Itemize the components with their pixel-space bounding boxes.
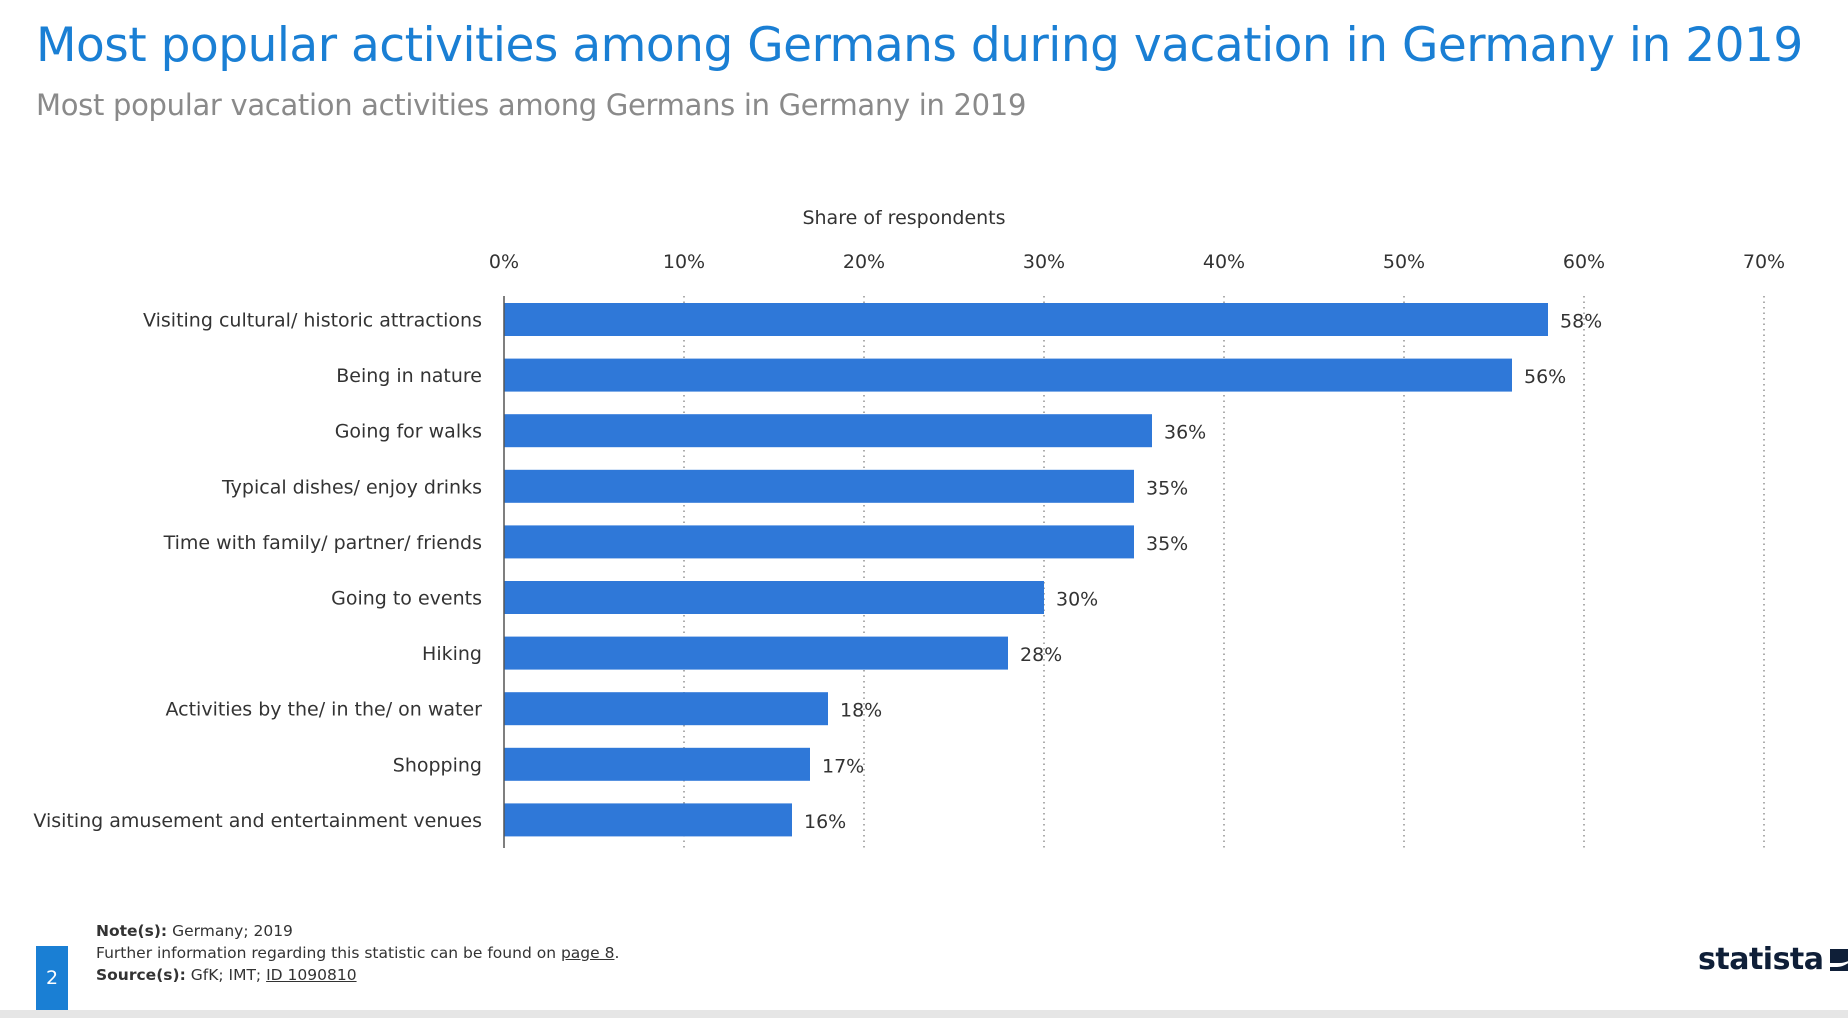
x-tick-label: 60% — [1563, 251, 1605, 273]
value-labels: 58% 56% 36% 35% 35% 30% 28% 18% 17% 16% — [804, 311, 1602, 833]
x-tick-label: 30% — [1023, 251, 1065, 273]
bar — [504, 803, 792, 837]
x-axis-title: Share of respondents — [802, 207, 1005, 229]
value-label: 17% — [822, 755, 864, 777]
bar-chart: Share of respondents 0% 10% 20% 30% 40% 50% 60… — [33, 207, 1785, 848]
value-label: 56% — [1524, 366, 1566, 388]
value-label: 18% — [840, 700, 882, 722]
bar — [504, 469, 1134, 503]
further-info-text: Further information regarding this stati… — [96, 944, 557, 962]
bar — [504, 358, 1512, 392]
source-id-link[interactable]: ID 1090810 — [266, 966, 357, 984]
statista-mark-icon — [1829, 948, 1848, 971]
category-label: Going to events — [331, 588, 482, 610]
x-tick-label: 50% — [1383, 251, 1425, 273]
category-label: Hiking — [422, 643, 482, 665]
notes-label: Note(s): — [96, 922, 168, 940]
value-label: 58% — [1560, 311, 1602, 333]
category-labels: Visiting cultural/ historic attractions B… — [33, 310, 482, 832]
page-number-badge: 2 — [36, 946, 68, 1010]
bar — [504, 692, 828, 726]
x-tick-label: 10% — [663, 251, 705, 273]
category-label: Typical dishes/ enjoy drinks — [221, 476, 482, 498]
category-label: Being in nature — [336, 365, 482, 387]
logo-text: statista — [1698, 942, 1824, 977]
category-label: Activities by the/ in the/ on water — [165, 699, 482, 721]
source-value: GfK; IMT; — [190, 966, 262, 984]
category-label: Going for walks — [335, 421, 482, 443]
page-link[interactable]: page 8 — [560, 944, 615, 962]
chart-title: Most popular activities among Germans du… — [36, 18, 1803, 73]
gridlines — [683, 296, 1765, 848]
value-label: 35% — [1146, 477, 1188, 499]
chart-subtitle: Most popular vacation activities among G… — [36, 88, 1027, 122]
further-info-end: . — [614, 944, 620, 962]
bar — [504, 525, 1134, 559]
x-tick-label: 70% — [1743, 251, 1785, 273]
bar — [504, 303, 1548, 336]
value-label: 36% — [1164, 422, 1206, 444]
bar — [504, 747, 810, 781]
value-label: 35% — [1146, 533, 1188, 555]
bar — [504, 414, 1152, 448]
x-tick-label: 20% — [843, 251, 885, 273]
x-tick-label: 0% — [489, 251, 519, 273]
source-label: Source(s): — [96, 966, 186, 984]
value-label: 16% — [804, 811, 846, 833]
bottom-strip — [0, 1010, 1848, 1018]
bar — [504, 581, 1044, 614]
x-tick-label: 40% — [1203, 251, 1245, 273]
category-label: Visiting amusement and entertainment ven… — [33, 810, 482, 832]
category-label: Visiting cultural/ historic attractions — [143, 310, 482, 332]
chart-notes: Note(s): Germany; 2019 Further informati… — [96, 920, 619, 986]
bars — [504, 303, 1548, 837]
category-label: Shopping — [393, 754, 482, 776]
x-axis-ticks: 0% 10% 20% 30% 40% 50% 60% 70% — [489, 251, 1785, 273]
value-label: 28% — [1020, 644, 1062, 666]
value-label: 30% — [1056, 589, 1098, 611]
notes-value: Germany; 2019 — [172, 922, 293, 940]
category-label: Time with family/ partner/ friends — [163, 532, 482, 554]
statista-logo: statista — [1698, 942, 1848, 977]
bar — [504, 636, 1008, 670]
